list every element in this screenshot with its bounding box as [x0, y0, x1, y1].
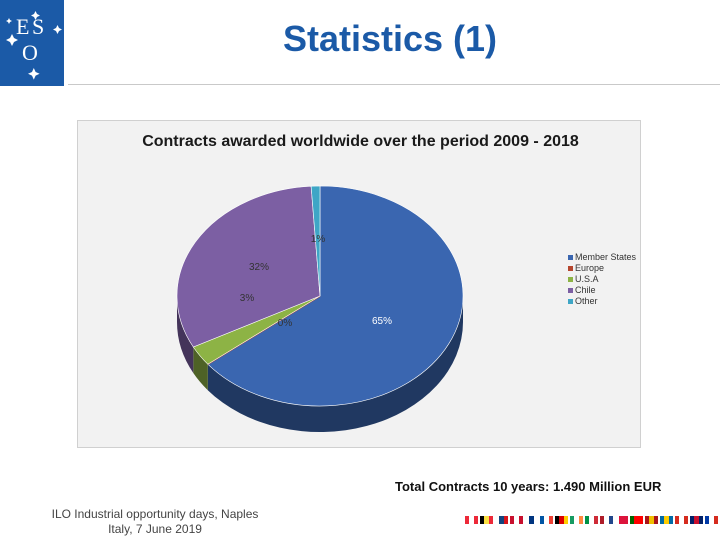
- spain-flag-icon: [645, 516, 658, 524]
- legend-label: Other: [575, 296, 598, 306]
- svg-text:O: O: [22, 40, 38, 65]
- legend-swatch: [568, 277, 573, 282]
- denmark-flag-icon: [510, 516, 523, 524]
- legend-swatch: [568, 299, 573, 304]
- eso-logo: E S O: [0, 0, 64, 86]
- data-label-u-s-a: 3%: [240, 293, 255, 304]
- svg-text:E: E: [16, 14, 29, 39]
- slide-title: Statistics (1): [282, 18, 498, 59]
- ireland-flag-icon: [570, 516, 583, 524]
- pie-side-chile: [177, 296, 194, 374]
- finland-flag-icon: [525, 516, 538, 524]
- czech-flag-icon: [495, 516, 508, 524]
- event-footer: ILO Industrial opportunity days, Naples …: [51, 507, 259, 536]
- pie-side-u-s-a: [193, 347, 208, 391]
- pie-slice-other: [310, 185, 321, 297]
- legend-item-u-s-a: U.S.A: [568, 274, 642, 285]
- legend-item-other: Other: [568, 296, 642, 307]
- germany-flag-icon: [555, 516, 568, 524]
- legend-item-europe: Europe: [568, 263, 642, 274]
- chart-title: Contracts awarded worldwide over the per…: [142, 133, 579, 150]
- poland-flag-icon: [615, 516, 628, 524]
- legend-label: Chile: [575, 285, 596, 295]
- total-contracts-note: Total Contracts 10 years: 1.490 Million …: [395, 479, 662, 494]
- portugal-flag-icon: [630, 516, 643, 524]
- uk-flag-icon: [690, 516, 703, 524]
- netherlands-flag-icon: [600, 516, 613, 524]
- data-label-member-states: 65%: [372, 316, 392, 327]
- legend-item-member-states: Member States: [568, 252, 642, 263]
- belgium-flag-icon: [480, 516, 493, 524]
- pie-slice-member-states: [207, 185, 464, 407]
- switzerland-flag-icon: [675, 516, 688, 524]
- pie-slice-chile: [176, 185, 321, 348]
- legend-label: U.S.A: [575, 274, 599, 284]
- legend-label: Member States: [575, 252, 637, 262]
- svg-text:S: S: [32, 14, 44, 39]
- legend-swatch: [568, 266, 573, 271]
- data-label-chile: 32%: [249, 262, 269, 273]
- legend-item-chile: Chile: [568, 285, 642, 296]
- data-label-other: 1%: [311, 234, 326, 245]
- member-state-flags: [465, 516, 718, 524]
- title-divider: [68, 84, 720, 85]
- france-flag-icon: [540, 516, 553, 524]
- legend-label: Europe: [575, 263, 605, 273]
- austria-flag-icon: [465, 516, 478, 524]
- sweden-flag-icon: [660, 516, 673, 524]
- chart-legend: Member States Europe U.S.A Chile Other: [568, 252, 642, 314]
- legend-swatch: [568, 255, 573, 260]
- legend-swatch: [568, 288, 573, 293]
- italy-flag-icon: [585, 516, 598, 524]
- pie-side-member-states: [207, 296, 463, 433]
- data-label-europe: 0%: [278, 318, 293, 329]
- chile-flag-icon: [705, 516, 718, 524]
